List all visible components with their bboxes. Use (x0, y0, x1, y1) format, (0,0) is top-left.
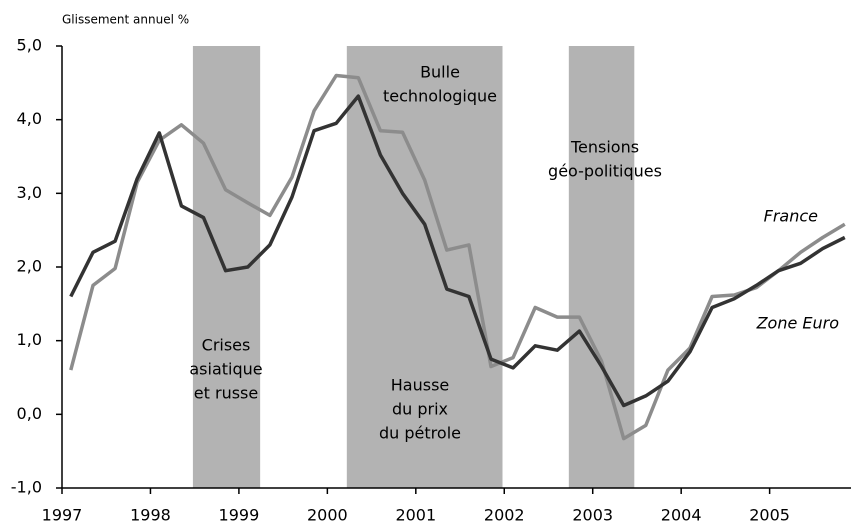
band-label: du pétrole (379, 424, 461, 443)
legend-label: Zone Euro (756, 314, 840, 333)
band-label: géo-politiques (548, 162, 662, 181)
annotation: Bulle (420, 63, 460, 82)
x-tick-label: 1999 (219, 506, 260, 525)
band-label: Crises (202, 336, 251, 355)
series-line (69, 94, 846, 408)
band-label: Hausse (391, 376, 450, 395)
band-label: asiatique (189, 360, 262, 379)
shaded-band (346, 46, 503, 488)
x-tick-label: 2003 (572, 506, 613, 525)
y-tick-label: 2,0 (17, 257, 42, 276)
band-label: du prix (392, 400, 448, 419)
y-tick-label: 4,0 (17, 109, 42, 128)
x-tick-label: 1998 (130, 506, 171, 525)
y-tick-label: -1,0 (11, 478, 42, 497)
y-tick-label: 3,0 (17, 183, 42, 202)
x-tick-label: 2005 (749, 506, 790, 525)
band-label: Tensions (570, 138, 639, 157)
x-tick-label: 1997 (42, 506, 83, 525)
y-tick-label: 0,0 (17, 404, 42, 423)
legend-label: France (764, 207, 819, 226)
y-axis-label: Glissement annuel % (62, 13, 189, 27)
x-tick-label: 2002 (484, 506, 525, 525)
y-tick-label: 1,0 (17, 330, 42, 349)
y-tick-label: 5,0 (17, 36, 42, 55)
shaded-band (568, 46, 635, 488)
x-tick-label: 2001 (395, 506, 436, 525)
x-tick-label: 2000 (307, 506, 348, 525)
band-label: et russe (194, 384, 258, 403)
series-line (69, 73, 846, 441)
annotation: technologique (383, 87, 497, 106)
x-tick-label: 2004 (661, 506, 702, 525)
